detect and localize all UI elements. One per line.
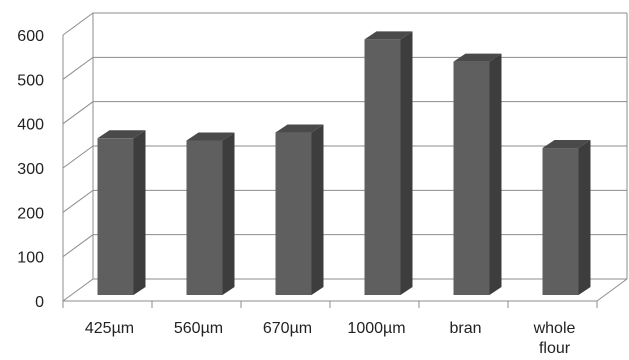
x-tick-labels: 425µm 560µm 670µm 1000µm bran whole flour: [85, 320, 576, 357]
x-tick-label: whole flour: [533, 320, 576, 357]
bar-front: [275, 132, 312, 295]
x-tick-label: bran: [449, 320, 481, 337]
x-tick-label: 1000µm: [347, 320, 405, 337]
bar-side: [578, 140, 591, 295]
y-tick-label: 200: [17, 205, 44, 222]
floor-edge: [596, 278, 628, 302]
gridline: [62, 101, 627, 125]
axes: [62, 13, 628, 308]
bar-side: [489, 53, 502, 295]
bar-front: [364, 39, 401, 295]
y-tick-labels: 0 100 200 300 400 500 600: [17, 28, 44, 311]
bar-side: [400, 31, 413, 296]
y-tick-label: 300: [17, 161, 44, 178]
bar: [364, 31, 413, 296]
y-tick-label: 100: [17, 250, 44, 267]
bar: [542, 140, 591, 295]
bars: [97, 31, 591, 296]
bar-front: [186, 140, 223, 295]
bar-front: [97, 138, 134, 295]
bar-top: [453, 53, 502, 62]
x-tick-label: 560µm: [174, 320, 223, 337]
bar: [97, 130, 146, 295]
y-tick-label: 400: [17, 117, 44, 134]
bar-top: [542, 140, 591, 149]
y-tick-label: 600: [17, 28, 44, 45]
gridline: [62, 56, 627, 80]
bar: [186, 132, 235, 295]
bar: [275, 124, 324, 296]
x-tick-label: 425µm: [85, 320, 134, 337]
gridline: [62, 278, 627, 302]
bar-top: [97, 130, 146, 139]
gridline: [62, 234, 627, 258]
y-tick-label: 0: [35, 294, 44, 311]
gridlines: [62, 12, 627, 302]
bar-side: [311, 124, 324, 296]
bar: [453, 53, 502, 295]
x-tick-label: 670µm: [263, 320, 312, 337]
bar-top: [275, 124, 324, 133]
bar-side: [133, 130, 146, 295]
gridline: [62, 145, 627, 169]
gridline: [62, 189, 627, 213]
bar-front: [542, 148, 579, 295]
bar-top: [186, 132, 235, 141]
gridline: [62, 12, 627, 36]
bar-side: [222, 132, 235, 295]
y-tick-label: 500: [17, 72, 44, 89]
bar-front: [453, 61, 490, 295]
bar-top: [364, 31, 413, 40]
